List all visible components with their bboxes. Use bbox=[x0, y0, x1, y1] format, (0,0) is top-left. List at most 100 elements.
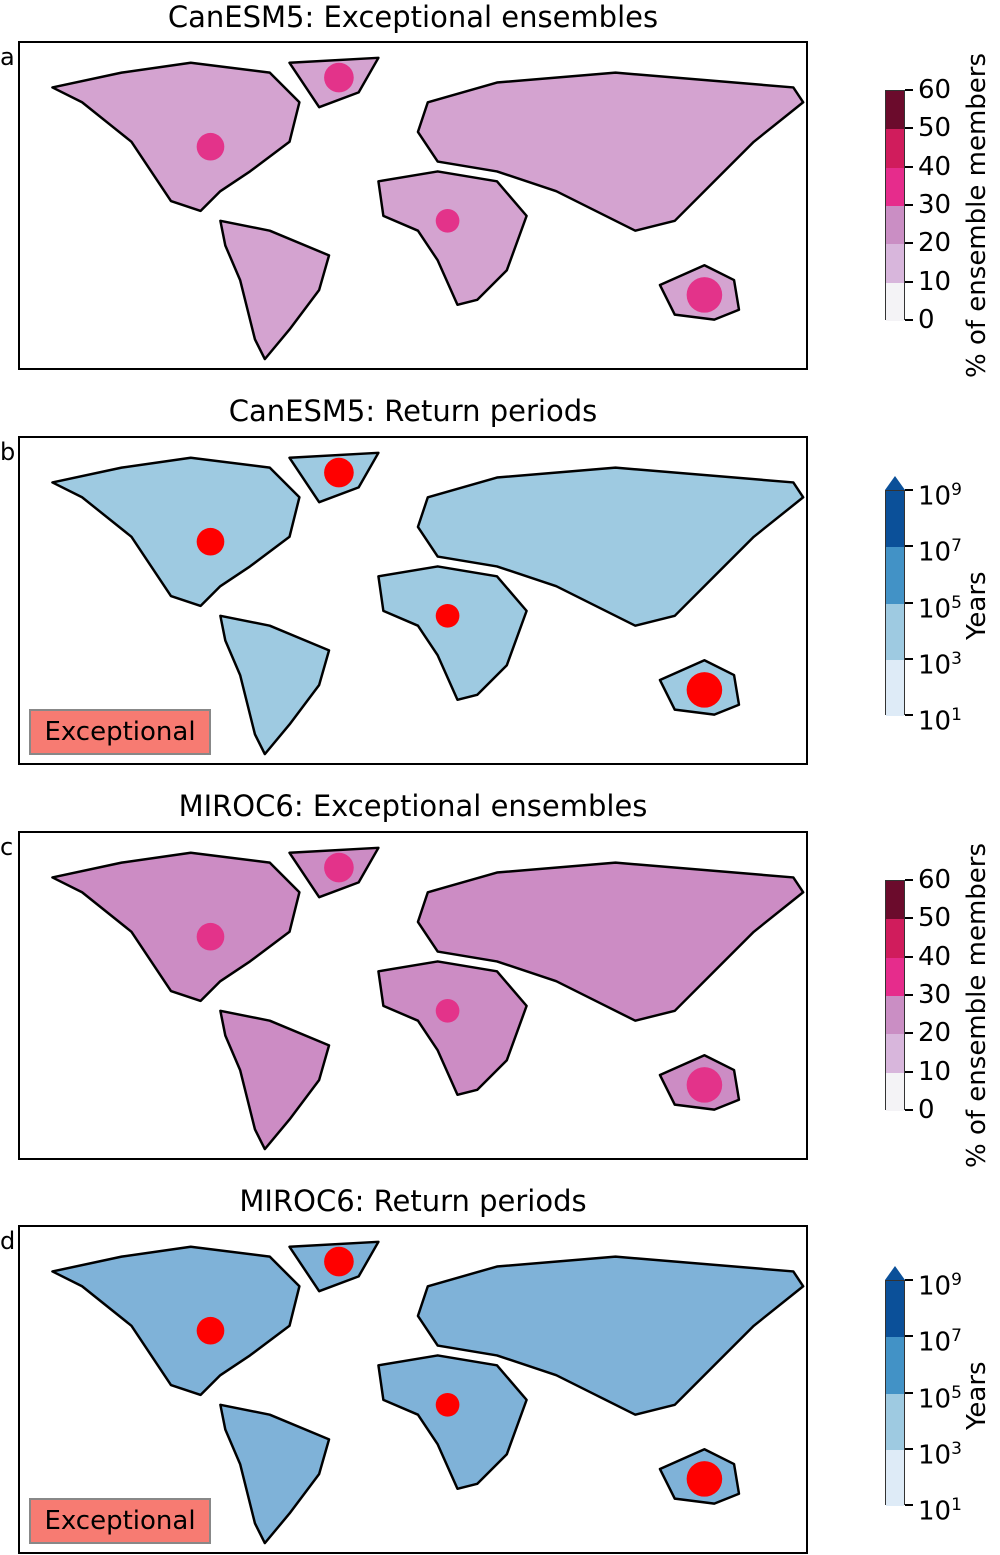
colorbar-tick bbox=[905, 714, 913, 716]
colorbar-tick-label: 103 bbox=[918, 1436, 962, 1469]
colorbar-segment bbox=[886, 881, 904, 920]
colorbar-tick bbox=[905, 955, 913, 958]
panel-title: MIROC6: Exceptional ensembles bbox=[178, 789, 648, 823]
colorbar-segment bbox=[886, 167, 904, 206]
panel-letter: c bbox=[0, 833, 14, 861]
region-highlight bbox=[196, 1316, 225, 1345]
tick-exponent: 7 bbox=[951, 1326, 962, 1347]
colorbar-tick bbox=[905, 319, 913, 321]
panel-title: CanESM5: Exceptional ensembles bbox=[167, 0, 659, 34]
tick-exponent: 9 bbox=[951, 480, 962, 500]
colorbar-tick-label: 103 bbox=[918, 646, 962, 679]
exceptional-legend: Exceptional bbox=[29, 1498, 211, 1544]
colorbar-label: Years bbox=[962, 571, 992, 640]
region-highlight bbox=[324, 62, 354, 93]
colorbar-tick bbox=[905, 489, 913, 491]
tick-base: 10 bbox=[918, 650, 952, 681]
colorbar-tick bbox=[905, 1391, 913, 1394]
colorbar-segment bbox=[886, 244, 904, 283]
colorbar-tick-label: 50 bbox=[918, 903, 952, 934]
colorbar-tick bbox=[905, 1447, 913, 1450]
colorbar-label: Years bbox=[962, 1361, 992, 1430]
colorbar-label: % of ensemble members bbox=[962, 52, 992, 378]
panel-letter: d bbox=[0, 1227, 16, 1255]
colorbar-tick-label: 107 bbox=[918, 533, 962, 566]
tick-exponent: 9 bbox=[951, 1270, 962, 1290]
colorbar-segment bbox=[886, 547, 904, 604]
colorbar-tick-label: 109 bbox=[918, 477, 962, 510]
colorbar-tick bbox=[905, 1279, 913, 1281]
colorbar bbox=[885, 490, 905, 716]
tick-base: 10 bbox=[918, 1384, 952, 1415]
region-highlight bbox=[435, 998, 460, 1023]
tick-base: 10 bbox=[918, 537, 952, 568]
region-highlight bbox=[324, 852, 354, 883]
tick-base: 10 bbox=[918, 1327, 952, 1358]
colorbar-segment bbox=[886, 1072, 904, 1111]
colorbar-segment bbox=[886, 1281, 904, 1338]
colorbar-tick-label: 10 bbox=[918, 266, 952, 297]
region-highlight bbox=[686, 1067, 723, 1103]
tick-base: 10 bbox=[918, 594, 952, 625]
world-map bbox=[18, 831, 808, 1160]
region-highlight bbox=[196, 132, 225, 161]
colorbar-segment bbox=[886, 1449, 904, 1506]
colorbar-segment bbox=[886, 129, 904, 168]
region-highlight bbox=[686, 672, 723, 708]
region-highlight bbox=[435, 208, 460, 233]
colorbar-segment bbox=[886, 282, 904, 321]
colorbar-tick bbox=[905, 994, 913, 996]
colorbar-segment bbox=[886, 1337, 904, 1394]
colorbar-tick-label: 107 bbox=[918, 1323, 962, 1356]
tick-base: 10 bbox=[918, 1496, 952, 1527]
colorbar-tick bbox=[905, 879, 913, 881]
colorbar-segment bbox=[886, 1034, 904, 1073]
region-highlight bbox=[324, 1246, 354, 1277]
colorbar-tick-label: 105 bbox=[918, 1380, 962, 1413]
tick-base: 10 bbox=[918, 1440, 952, 1471]
world-map bbox=[18, 41, 808, 370]
colorbar-tick-label: 20 bbox=[918, 228, 952, 259]
colorbar-tick bbox=[905, 1335, 913, 1338]
colorbar-segment bbox=[886, 91, 904, 130]
colorbar-segment bbox=[886, 659, 904, 716]
colorbar-segment bbox=[886, 1393, 904, 1450]
colorbar bbox=[885, 880, 905, 1111]
region-highlight bbox=[686, 1461, 723, 1497]
tick-exponent: 3 bbox=[951, 648, 962, 669]
colorbar-tick bbox=[905, 1070, 913, 1073]
tick-exponent: 1 bbox=[951, 1495, 962, 1515]
colorbar-tick-label: 10 bbox=[918, 1056, 952, 1087]
colorbar bbox=[885, 90, 905, 321]
colorbar-tick-label: 40 bbox=[918, 151, 952, 182]
exceptional-legend: Exceptional bbox=[29, 709, 211, 755]
tick-exponent: 3 bbox=[951, 1438, 962, 1459]
panel-letter: a bbox=[0, 43, 15, 71]
map-svg bbox=[51, 846, 805, 1151]
map-svg bbox=[51, 56, 805, 361]
colorbar-segment bbox=[886, 206, 904, 245]
region-highlight bbox=[196, 922, 225, 951]
colorbar-tick-label: 20 bbox=[918, 1018, 952, 1049]
colorbar-tick bbox=[905, 545, 913, 548]
tick-base: 10 bbox=[918, 706, 952, 737]
tick-exponent: 5 bbox=[951, 1382, 962, 1403]
colorbar-tick bbox=[905, 1032, 913, 1035]
panel-title: CanESM5: Return periods bbox=[228, 394, 598, 428]
colorbar-tick-label: 0 bbox=[918, 1095, 935, 1125]
region-highlight bbox=[435, 1392, 460, 1417]
panel-letter: b bbox=[0, 438, 16, 466]
colorbar-tick bbox=[905, 917, 913, 920]
colorbar-tick bbox=[905, 657, 913, 660]
panel-title: MIROC6: Return periods bbox=[239, 1184, 587, 1218]
colorbar-segment bbox=[886, 957, 904, 996]
region-highlight bbox=[324, 457, 354, 488]
region-highlight bbox=[196, 527, 225, 556]
colorbar-tick-label: 101 bbox=[918, 1492, 962, 1525]
continents bbox=[51, 56, 805, 361]
tick-exponent: 5 bbox=[951, 592, 962, 613]
colorbar-tick bbox=[905, 204, 913, 206]
colorbar-tick bbox=[905, 127, 913, 130]
colorbar-segment bbox=[886, 919, 904, 958]
